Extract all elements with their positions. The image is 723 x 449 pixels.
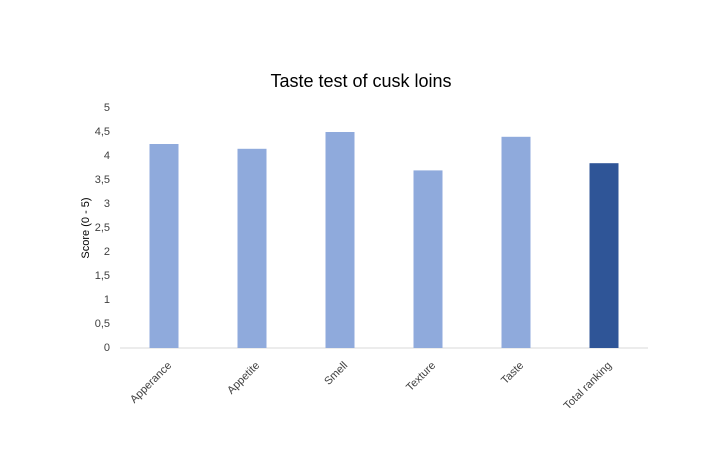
y-tick-label: 2 [104, 246, 110, 258]
y-tick-label: 1 [104, 294, 110, 306]
bar [589, 163, 619, 348]
y-axis-label: Score (0 - 5) [80, 197, 92, 258]
bar [149, 144, 179, 348]
y-tick-label: 3,5 [95, 174, 110, 186]
y-tick-label: 4 [104, 150, 110, 162]
bar [501, 136, 531, 348]
y-tick-label: 3 [104, 198, 110, 210]
bar [413, 170, 443, 348]
y-tick-label: 5 [104, 102, 110, 114]
y-tick-label: 4,5 [95, 126, 110, 138]
bar [325, 132, 355, 348]
y-tick-label: 0 [104, 342, 110, 354]
bar [237, 148, 267, 348]
chart-title: Taste test of cusk loins [270, 71, 451, 91]
y-tick-label: 1,5 [95, 270, 110, 282]
y-tick-label: 0,5 [95, 318, 110, 330]
y-tick-label: 2,5 [95, 222, 110, 234]
